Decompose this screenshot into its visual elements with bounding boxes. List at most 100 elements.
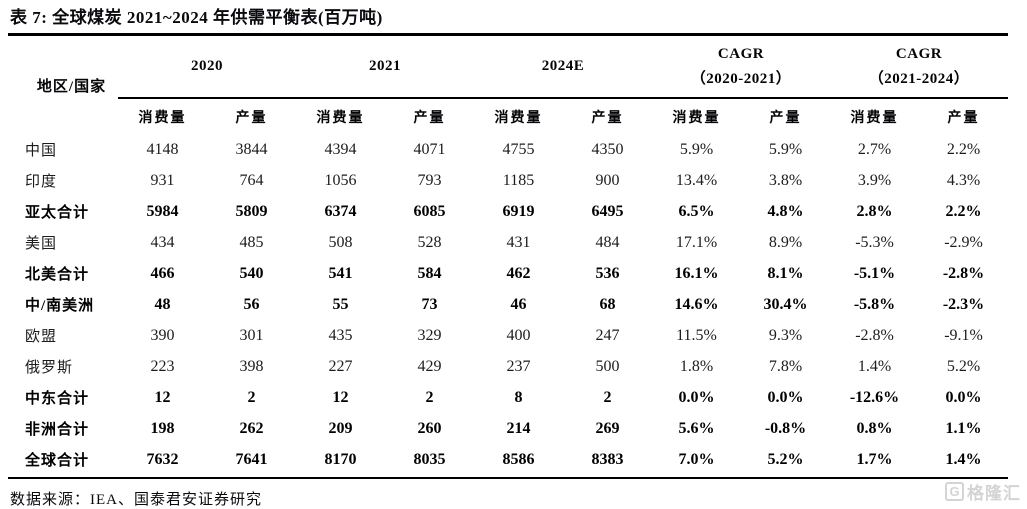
column-group-header: CAGR （2021-2024）	[830, 36, 1009, 99]
column-group-label: 2020	[191, 58, 223, 74]
table-cell: 431	[506, 233, 531, 251]
data-source-note: 数据来源：IEA、国泰君安证券研究	[10, 492, 262, 508]
table-cell: 5.6%	[678, 419, 715, 437]
table-cell: 8	[514, 388, 523, 406]
table-cell: 3.9%	[857, 171, 892, 189]
sub-column-header: 产量	[947, 110, 980, 126]
column-group-label: CAGR	[717, 45, 765, 62]
table-cell: 227	[328, 357, 353, 375]
row-label: 中东合计	[25, 391, 90, 407]
table-cell: -5.1%	[853, 264, 896, 282]
gelonghui-watermark-text: 格隆汇	[967, 484, 1021, 503]
table-cell: 398	[239, 357, 264, 375]
table-cell: 56	[243, 295, 260, 313]
table-cell: 223	[150, 357, 175, 375]
table-cell: 8383	[591, 450, 624, 468]
table-cell: 0.0%	[678, 388, 715, 406]
table-cell: 8.1%	[767, 264, 804, 282]
title-rule	[8, 33, 1008, 36]
sub-column-header: 消费量	[494, 110, 543, 126]
table-cell: 8170	[324, 450, 357, 468]
table-cell: -0.8%	[764, 419, 807, 437]
table-cell: 209	[328, 419, 353, 437]
sub-column-header: 消费量	[138, 110, 187, 126]
header-subcolumn-row: 消费量 产量 消费量 产量 消费量 产量 消费量 产量 消费量 产量	[8, 98, 1008, 134]
table-cell: 2.8%	[856, 202, 893, 220]
sub-column-header: 消费量	[850, 110, 899, 126]
row-label: 美国	[25, 236, 58, 252]
row-label: 中国	[25, 143, 58, 159]
table-cell: 260	[417, 419, 442, 437]
sub-column-header: 产量	[413, 110, 446, 126]
table-cell: 434	[150, 233, 175, 251]
table-cell: 73	[421, 295, 438, 313]
sub-column-header: 产量	[591, 110, 624, 126]
sub-column-header: 产量	[769, 110, 802, 126]
table-cell: 900	[595, 171, 620, 189]
table-cell: 5.9%	[679, 140, 714, 158]
gelonghui-watermark: G 格隆汇	[945, 479, 1021, 504]
table-cell: 541	[328, 264, 353, 282]
table-cell: 429	[417, 357, 442, 375]
table-cell: 764	[239, 171, 264, 189]
table-cell: 1.8%	[679, 357, 714, 375]
row-label: 全球合计	[25, 453, 90, 469]
table-cell: 8586	[502, 450, 535, 468]
table-cell: 390	[150, 326, 175, 344]
table-cell: 793	[417, 171, 442, 189]
table-cell: 0.0%	[945, 388, 982, 406]
table-cell: 4071	[413, 140, 446, 158]
table-cell: 301	[239, 326, 264, 344]
table-cell: 2	[603, 388, 612, 406]
table-cell: 262	[239, 419, 264, 437]
table-cell: 7.8%	[768, 357, 803, 375]
table-cell: 7.0%	[678, 450, 715, 468]
table-cell: 1.7%	[856, 450, 893, 468]
row-label: 印度	[25, 174, 58, 190]
table-cell: 4350	[591, 140, 624, 158]
table-cell: 6919	[502, 202, 535, 220]
table-row: 美国 434 485 508 528 431 484 17.1% 8.9% -5.3% -2.9%	[8, 227, 1008, 258]
table-cell: 484	[595, 233, 620, 251]
column-group-label: CAGR	[895, 45, 943, 62]
sub-column-header: 消费量	[316, 110, 365, 126]
table-cell: 2	[247, 388, 256, 406]
region-country-column-header: 地区/国家	[36, 78, 107, 95]
table-cell: -9.1%	[944, 326, 983, 344]
table-title: 表 7: 全球煤炭 2021~2024 年供需平衡表(百万吨)	[10, 8, 383, 27]
table-cell: 4.3%	[946, 171, 981, 189]
table-cell: 508	[328, 233, 353, 251]
table-cell: -2.8%	[855, 326, 894, 344]
table-cell: 0.8%	[856, 419, 893, 437]
table-cell: 1185	[502, 171, 535, 189]
table-cell: 0.0%	[767, 388, 804, 406]
header-group-row: 地区/国家 2020 2021 2024E CAGR （2020-2021） CAGR （20…	[8, 36, 1009, 99]
table-cell: 6.5%	[678, 202, 715, 220]
table-cell: 13.4%	[675, 171, 718, 189]
table-cell: 1056	[324, 171, 357, 189]
table-cell: -2.3%	[942, 295, 985, 313]
table-cell: 3844	[235, 140, 268, 158]
table-cell: 462	[506, 264, 531, 282]
table-row: 北美合计 466 540 541 584 462 536 16.1% 8.1% -5.1% -2.8…	[8, 258, 1008, 289]
table-cell: 48	[154, 295, 171, 313]
table-cell: 466	[150, 264, 175, 282]
table-cell: 5.2%	[767, 450, 804, 468]
table-cell: 931	[150, 171, 175, 189]
row-label: 欧盟	[25, 329, 58, 345]
table-cell: 400	[506, 326, 531, 344]
table-cell: 6374	[324, 202, 357, 220]
table-cell: 5984	[146, 202, 179, 220]
table-cell: 237	[506, 357, 531, 375]
column-group-header: 2021	[296, 36, 474, 99]
table-cell: 5.2%	[946, 357, 981, 375]
table-row: 欧盟 390 301 435 329 400 247 11.5% 9.3% -2.8% -9.1%	[8, 320, 1008, 351]
gelonghui-logo-icon: G	[945, 482, 964, 501]
table-cell: 9.3%	[768, 326, 803, 344]
table-cell: 4148	[146, 140, 179, 158]
table-cell: 528	[417, 233, 442, 251]
table-cell: 214	[506, 419, 531, 437]
column-group-label: 2024E	[541, 58, 585, 74]
column-group-header: 2024E	[474, 36, 653, 99]
